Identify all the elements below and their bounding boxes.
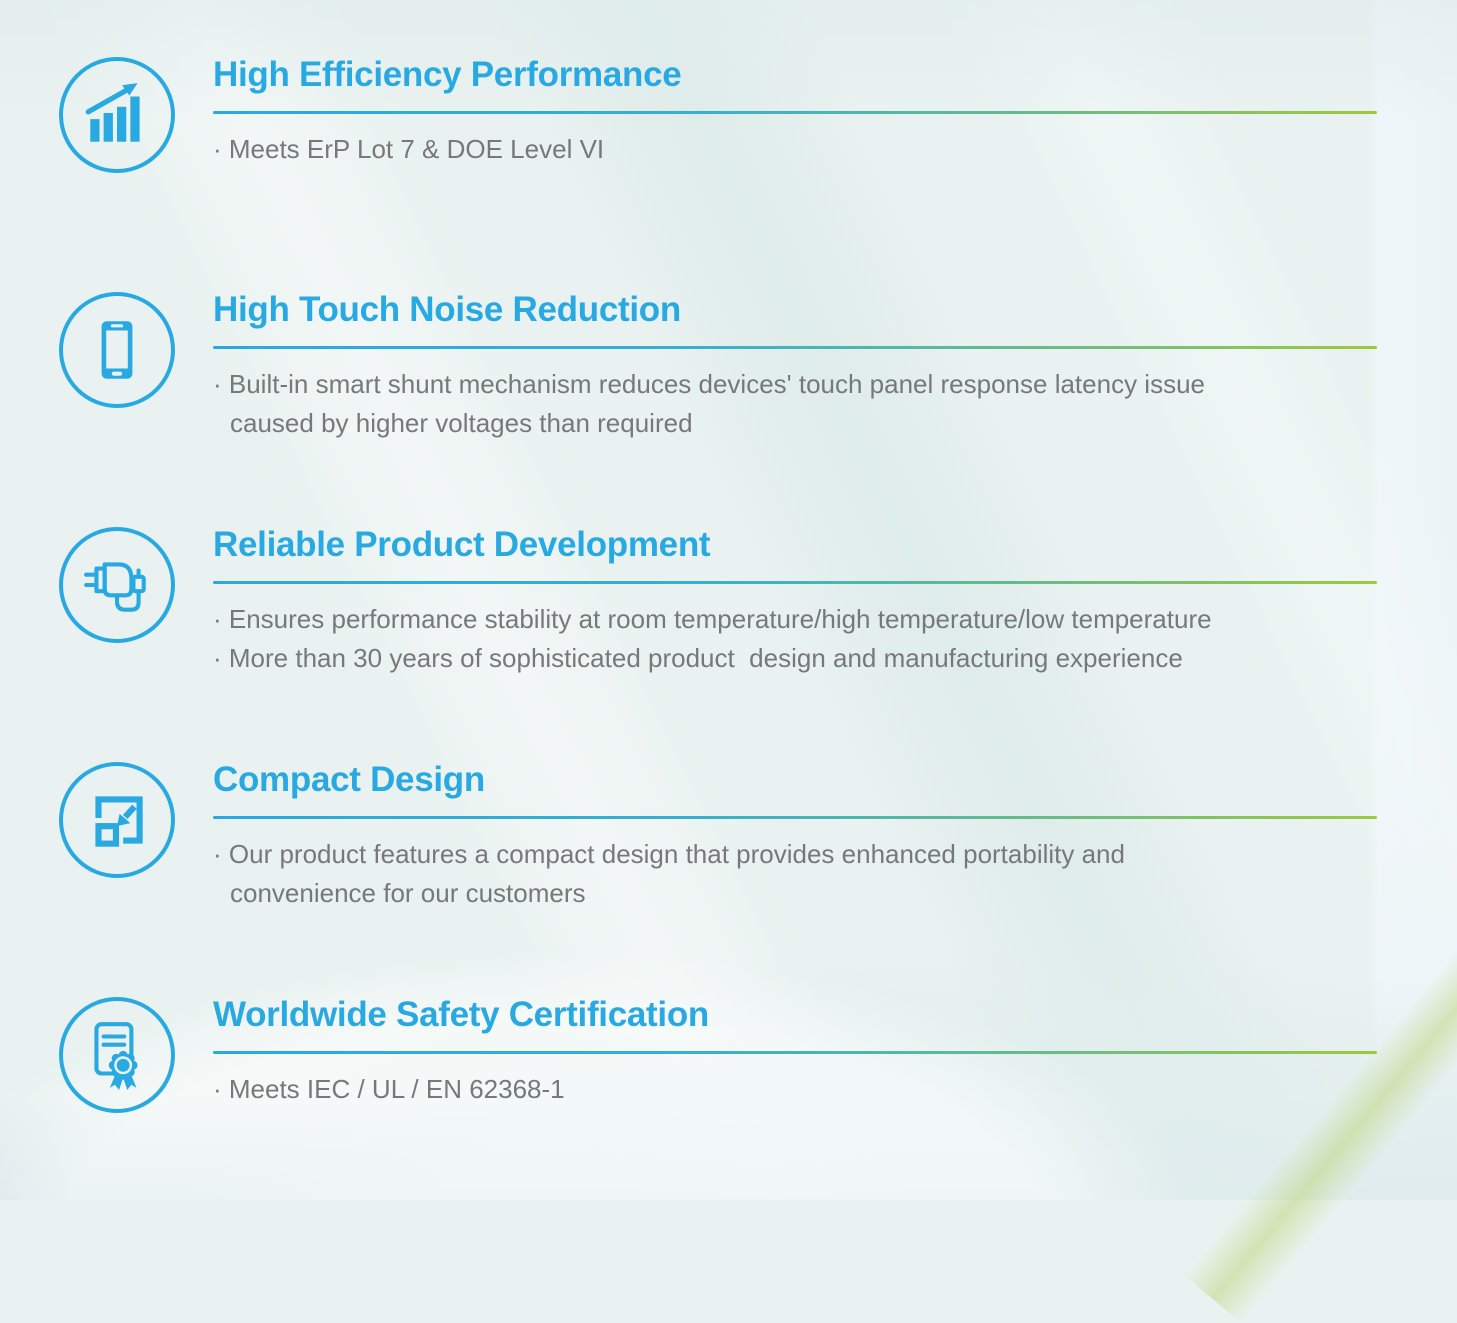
section-title: Reliable Product Development — [213, 525, 711, 564]
section-divider — [213, 1051, 1377, 1054]
section-title: High Touch Noise Reduction — [213, 290, 681, 329]
compact-resize-icon — [95, 796, 143, 847]
section-title: Worldwide Safety Certification — [213, 995, 709, 1034]
section-bullets: · Meets IEC / UL / EN 62368-1 — [213, 1070, 565, 1109]
feature-bullet: · Ensures performance stability at room … — [213, 604, 1212, 634]
section-title: Compact Design — [213, 760, 485, 799]
certificate-icon — [94, 1022, 138, 1090]
icon-circle — [59, 57, 175, 173]
feature-section-safety-certification: Worldwide Safety Certification · Meets I… — [59, 995, 1389, 1212]
icon-circle — [59, 997, 175, 1113]
feature-bullet-continuation: convenience for our customers — [230, 878, 586, 908]
feature-bullet-continuation: caused by higher voltages than required — [230, 408, 693, 438]
section-bullets: · Our product features a compact design … — [213, 835, 1125, 913]
feature-bullet: · More than 30 years of sophisticated pr… — [213, 643, 1183, 673]
section-divider — [213, 346, 1377, 349]
feature-section-high-efficiency: High Efficiency Performance · Meets ErP … — [59, 55, 1389, 272]
power-adapter-icon — [84, 562, 146, 612]
section-bullets: · Ensures performance stability at room … — [213, 600, 1212, 678]
section-divider — [213, 816, 1377, 819]
feature-section-compact-design: Compact Design · Our product features a … — [59, 760, 1389, 977]
section-bullets: · Built-in smart shunt mechanism reduces… — [213, 365, 1205, 443]
feature-bullet: · Our product features a compact design … — [213, 839, 1125, 869]
icon-circle — [59, 762, 175, 878]
bar-chart-growth-icon — [85, 83, 140, 142]
section-bullets: · Meets ErP Lot 7 & DOE Level VI — [213, 130, 604, 169]
section-divider — [213, 111, 1377, 114]
feature-section-touch-noise: High Touch Noise Reduction · Built-in sm… — [59, 290, 1389, 507]
feature-bullet: · Meets ErP Lot 7 & DOE Level VI — [213, 134, 605, 164]
section-title: High Efficiency Performance — [213, 55, 682, 94]
icon-circle — [59, 292, 175, 408]
feature-section-reliable-development: Reliable Product Development · Ensures p… — [59, 525, 1389, 742]
feature-bullet: · Built-in smart shunt mechanism reduces… — [213, 369, 1205, 399]
section-divider — [213, 581, 1377, 584]
icon-circle — [59, 527, 175, 643]
smartphone-icon — [101, 321, 133, 379]
feature-bullet: · Meets IEC / UL / EN 62368-1 — [213, 1074, 565, 1104]
